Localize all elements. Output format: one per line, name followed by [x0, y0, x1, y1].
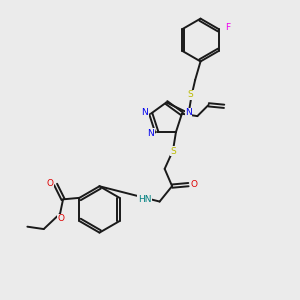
- Text: S: S: [171, 146, 176, 155]
- Text: N: N: [142, 108, 148, 117]
- Text: S: S: [188, 90, 194, 99]
- Text: N: N: [185, 108, 192, 117]
- Text: O: O: [57, 214, 64, 224]
- Text: F: F: [225, 23, 230, 32]
- Text: N: N: [147, 129, 154, 138]
- Text: HN: HN: [138, 195, 151, 204]
- Text: O: O: [46, 179, 53, 188]
- Text: O: O: [190, 179, 197, 188]
